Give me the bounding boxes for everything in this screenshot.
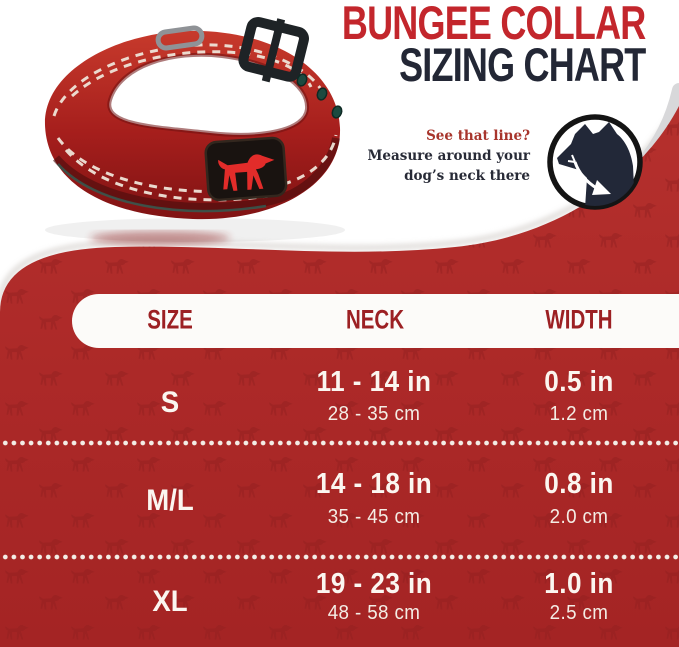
width-cm: 2.0 cm <box>549 506 609 528</box>
measure-note-text-1: Measure around your <box>367 148 530 164</box>
neck-inches: 11 - 14 in <box>316 366 432 398</box>
buckle <box>238 16 309 83</box>
collar-product-photo <box>44 16 345 245</box>
page-title: BUNGEE COLLAR SIZING CHART <box>266 0 646 92</box>
measure-arrow <box>567 154 611 195</box>
measure-note-text-2: dog’s neck there <box>404 168 530 184</box>
width-cm: 1.2 cm <box>549 403 609 425</box>
width-inches: 1.0 in <box>544 568 614 600</box>
neck-inches: 19 - 23 in <box>315 568 433 600</box>
width-cm: 2.5 cm <box>549 602 609 624</box>
measure-note: See that line? Measure around your dog’s… <box>367 126 530 186</box>
neck-cm: 48 - 58 cm <box>327 602 421 624</box>
size-label: S <box>160 386 180 419</box>
dog-head-measure-icon <box>547 114 643 210</box>
size-label: XL <box>152 585 188 618</box>
dog-head-silhouette <box>557 122 635 206</box>
brand-patch <box>204 136 288 202</box>
dog-pattern-background <box>0 106 679 647</box>
title-line1: BUNGEE COLLAR <box>341 0 645 50</box>
size-label: M/L <box>146 484 194 517</box>
dog-logo <box>218 154 275 191</box>
neck-cm: 28 - 35 cm <box>327 403 421 425</box>
table-header-band: SIZE NECK WIDTH <box>72 294 679 348</box>
neck-cm: 35 - 45 cm <box>327 506 421 528</box>
metal-slide-loop <box>155 25 205 51</box>
title-line2: SIZING CHART <box>398 37 646 92</box>
collar-inner-edge <box>107 52 310 137</box>
width-inches: 0.5 in <box>544 366 614 398</box>
width-inches: 0.8 in <box>544 468 614 500</box>
header-size: SIZE <box>147 304 193 336</box>
eyelets <box>296 73 343 119</box>
measure-note-question: See that line? <box>426 128 530 144</box>
collar-reflection <box>90 231 230 245</box>
dotted-divider-1 <box>0 440 679 446</box>
collar-bottom-edge <box>52 137 340 211</box>
header-neck: NECK <box>345 304 405 336</box>
dotted-divider-2 <box>0 554 679 560</box>
header-width: WIDTH <box>545 304 613 336</box>
neck-inches: 14 - 18 in <box>315 468 433 500</box>
teal-piping <box>57 163 267 213</box>
